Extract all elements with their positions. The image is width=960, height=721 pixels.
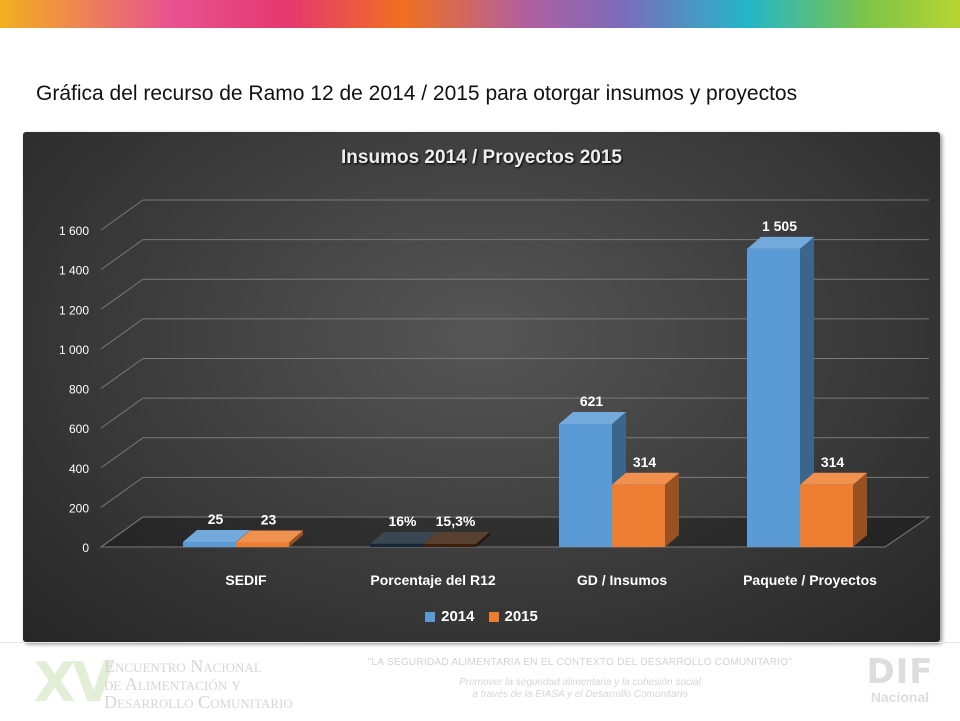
bar-top-face bbox=[747, 236, 814, 249]
gridline-side bbox=[100, 476, 144, 508]
bar-2015-1 bbox=[423, 543, 476, 547]
event-name-line-1: Encuentro Nacional bbox=[104, 656, 262, 676]
y-tick-label: 0 bbox=[82, 541, 89, 555]
data-label: 1 505 bbox=[762, 218, 797, 234]
y-tick-label: 1 400 bbox=[59, 264, 89, 278]
bar-top-face bbox=[370, 531, 437, 544]
subtagline-line-2: a través de la EIASA y el Desarrollo Com… bbox=[472, 689, 688, 700]
bar-top-face bbox=[183, 530, 250, 543]
x-category-label: Paquete / Proyectos bbox=[743, 572, 877, 588]
x-category-label: Porcentaje del R12 bbox=[370, 572, 495, 588]
bar-2015-0 bbox=[236, 542, 289, 547]
gridline-side bbox=[100, 437, 144, 469]
xv-logo: XV bbox=[34, 651, 114, 714]
footer: XV Encuentro Nacional de Alimentación y … bbox=[0, 642, 960, 721]
bar-2014-0 bbox=[183, 542, 236, 547]
event-tagline: "LA SEGURIDAD ALIMENTARIA EN EL CONTEXTO… bbox=[367, 657, 793, 668]
legend-swatch-2015 bbox=[488, 611, 499, 622]
event-subtagline: Promover la seguridad alimentaria y la c… bbox=[420, 677, 740, 701]
event-name-line-2: de Alimentación y bbox=[104, 674, 241, 694]
gridline-side bbox=[100, 397, 144, 429]
bar-side-face bbox=[800, 236, 814, 547]
data-label: 314 bbox=[633, 454, 657, 470]
chart-legend: 2014 2015 bbox=[23, 608, 940, 625]
data-label: 314 bbox=[821, 454, 845, 470]
bar-top-face bbox=[612, 472, 679, 485]
y-tick-label: 1 200 bbox=[59, 303, 89, 317]
subtagline-line-1: Promover la seguridad alimentaria y la c… bbox=[459, 677, 701, 688]
legend-swatch-2014 bbox=[425, 611, 436, 622]
legend-item-2015: 2015 bbox=[488, 608, 538, 625]
y-tick-label: 600 bbox=[69, 422, 89, 436]
bar-2014-1 bbox=[370, 543, 423, 547]
y-tick-label: 200 bbox=[69, 501, 89, 515]
data-label: 621 bbox=[580, 393, 604, 409]
y-tick-label: 1 600 bbox=[59, 224, 89, 238]
chart-title: Insumos 2014 / Proyectos 2015 bbox=[341, 147, 622, 168]
event-name-line-3: Desarrollo Comunitario bbox=[104, 692, 293, 712]
bar-top-face bbox=[236, 530, 303, 543]
y-tick-label: 400 bbox=[69, 462, 89, 476]
legend-label-2014: 2014 bbox=[441, 608, 475, 625]
bar-side-face bbox=[665, 472, 679, 547]
gridline-side bbox=[100, 239, 144, 271]
bar-side-face bbox=[476, 531, 490, 547]
bar-top-face bbox=[423, 531, 490, 544]
data-label: 16% bbox=[388, 513, 417, 529]
gridline-side bbox=[100, 199, 144, 231]
legend-label-2015: 2015 bbox=[504, 608, 538, 625]
bar-2014-3 bbox=[747, 248, 800, 547]
bar-2015-3 bbox=[800, 484, 853, 547]
chart-canvas: 0 200 400 600 800 1 000 1 200 1 400 1 600 SEDIF Po… bbox=[59, 199, 931, 588]
bar-side-face bbox=[289, 530, 303, 547]
bar-2014-2 bbox=[559, 423, 612, 547]
data-label: 25 bbox=[208, 511, 224, 527]
dif-logo-text: DIF bbox=[866, 652, 934, 692]
bar-2015-2 bbox=[612, 484, 665, 547]
data-label: 23 bbox=[261, 511, 277, 527]
x-category-label: GD / Insumos bbox=[577, 572, 667, 588]
y-tick-label: 800 bbox=[69, 383, 89, 397]
dif-logo: DIF Nacional bbox=[860, 655, 940, 705]
slide-title: Gráfica del recurso de Ramo 12 de 2014 /… bbox=[36, 82, 798, 105]
data-label: 15,3% bbox=[436, 513, 476, 529]
gridline-side bbox=[100, 278, 144, 310]
dif-logo-subtext: Nacional bbox=[870, 689, 930, 705]
gridline-side bbox=[100, 358, 144, 389]
chart-panel: 0 200 400 600 800 1 000 1 200 1 400 1 600 SEDIF Po… bbox=[23, 132, 940, 642]
rainbow-header-bar bbox=[0, 0, 960, 28]
bar-side-face bbox=[853, 472, 867, 547]
xv-logo-text: XV bbox=[34, 651, 114, 714]
bar-top-face bbox=[559, 411, 626, 424]
legend-item-2014: 2014 bbox=[425, 608, 475, 625]
event-name: Encuentro Nacional de Alimentación y Des… bbox=[104, 657, 334, 711]
gridline-side bbox=[100, 318, 144, 350]
x-category-label: SEDIF bbox=[225, 572, 267, 588]
bar-top-face bbox=[800, 472, 867, 485]
y-tick-label: 1 000 bbox=[59, 343, 89, 357]
